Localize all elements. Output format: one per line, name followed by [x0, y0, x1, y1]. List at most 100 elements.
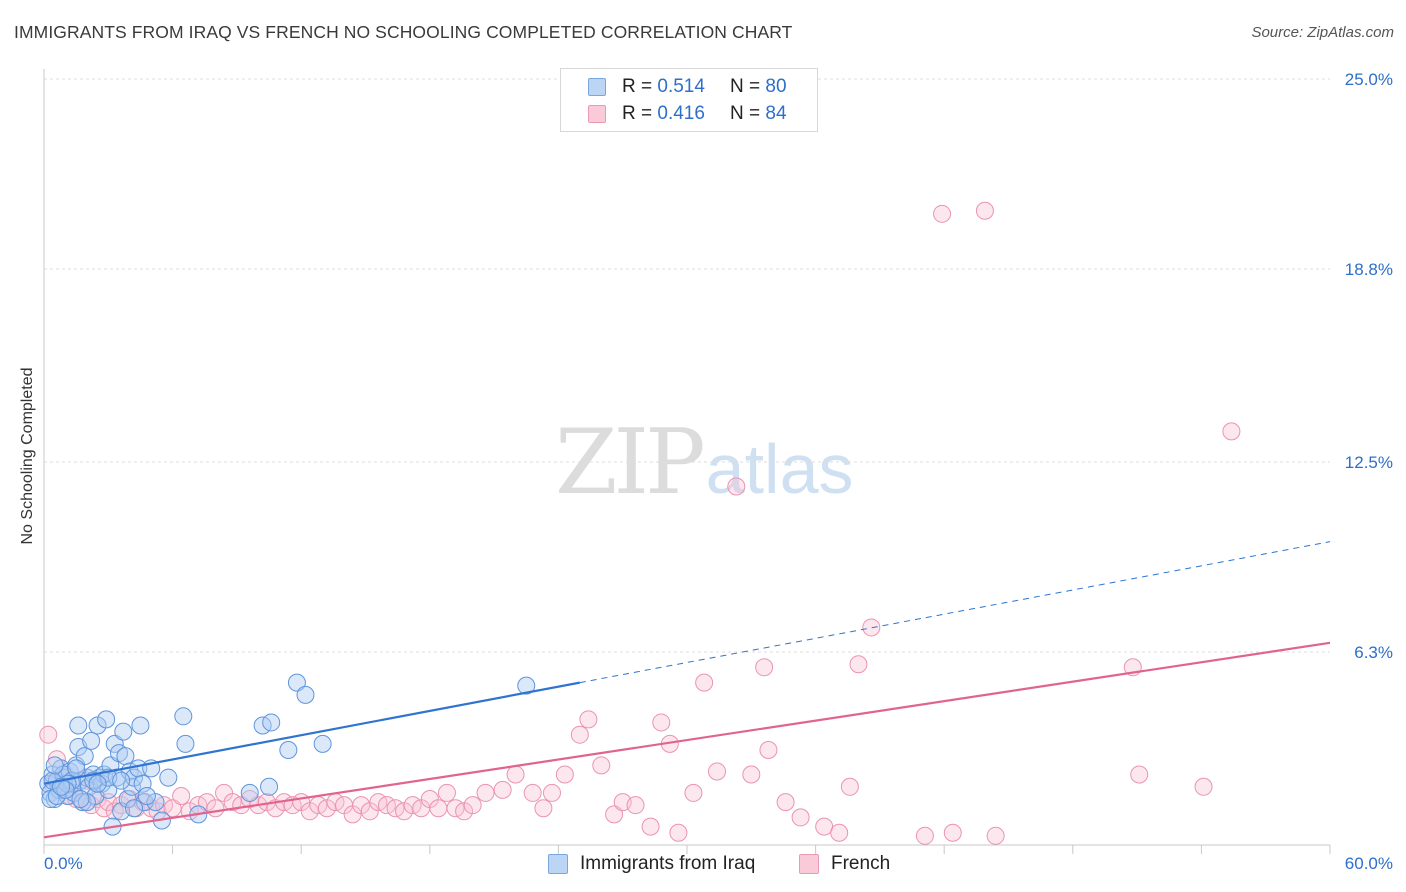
iraq-point — [279, 741, 298, 760]
legend-swatch-french — [588, 105, 606, 123]
x-tick-label: 0.0% — [44, 854, 83, 873]
french-point — [555, 765, 574, 784]
french-point — [815, 817, 834, 836]
french-point — [39, 725, 58, 744]
french-point — [943, 823, 962, 842]
iraq-point — [99, 780, 118, 799]
source-credit: Source: ZipAtlas.com — [1251, 24, 1394, 41]
french-point — [849, 655, 868, 674]
french-point — [652, 713, 671, 732]
legend-r-french: R = 0.416 — [622, 103, 730, 125]
legend-r-iraq: R = 0.514 — [622, 76, 730, 98]
french-point — [463, 796, 482, 815]
french-point — [669, 823, 688, 842]
legend-n-label: N = — [730, 103, 766, 124]
french-point — [862, 618, 881, 637]
french-point — [684, 783, 703, 802]
iraq-point — [287, 673, 306, 692]
stats-legend: R = 0.514 N = 80 R = 0.416 N = 84 — [560, 68, 818, 132]
bottom-legend-swatch-french — [799, 854, 819, 874]
iraq-trendline — [43, 681, 581, 785]
french-point — [437, 783, 456, 802]
legend-n-iraq: N = 80 — [730, 76, 787, 98]
french-point — [579, 710, 598, 729]
french-point — [695, 673, 714, 692]
iraq-point — [105, 734, 124, 753]
iraq-point — [67, 759, 86, 778]
bottom-legend-label-iraq: Immigrants from Iraq — [580, 853, 756, 874]
french-trendline — [43, 641, 1331, 839]
french-point — [206, 799, 225, 818]
french-point — [791, 808, 810, 827]
iraq-point — [176, 734, 195, 753]
stats-legend-row-french: R = 0.416 N = 84 — [561, 101, 787, 127]
french-point — [506, 765, 525, 784]
y-tick-label: 18.8% — [1345, 260, 1393, 279]
french-point — [523, 783, 542, 802]
iraq-point — [75, 747, 94, 766]
french-point — [1194, 777, 1213, 796]
iraq-point — [116, 747, 135, 766]
french-point — [708, 762, 727, 781]
iraq-point — [313, 734, 332, 753]
iraq-point — [82, 731, 101, 750]
stats-legend-row-iraq: R = 0.514 N = 80 — [561, 74, 787, 100]
french-point — [493, 780, 512, 799]
legend-swatch-iraq — [588, 78, 606, 96]
french-point — [755, 658, 774, 677]
french-point — [776, 793, 795, 812]
bottom-legend-label-french: French — [831, 853, 891, 874]
legend-r-label: R = — [622, 76, 658, 97]
french-point — [592, 756, 611, 775]
iraq-point — [131, 716, 150, 735]
french-point — [759, 741, 778, 760]
french-point — [742, 765, 761, 784]
french-point — [476, 783, 495, 802]
iraq-point — [159, 768, 178, 787]
iraq-trendline-extension — [579, 541, 1331, 684]
french-point — [986, 826, 1005, 845]
french-point — [1222, 422, 1241, 441]
iraq-point — [88, 774, 107, 793]
french-point — [840, 777, 859, 796]
iraq-point — [296, 685, 315, 704]
french-point — [1130, 765, 1149, 784]
chart-title: IMMIGRANTS FROM IRAQ VS FRENCH NO SCHOOL… — [14, 22, 793, 42]
iraq-point — [517, 676, 536, 695]
bottom-legend-french: French — [799, 851, 890, 877]
iraq-point — [262, 713, 281, 732]
iraq-point — [240, 783, 259, 802]
french-point — [915, 826, 934, 845]
french-point — [933, 204, 952, 223]
iraq-point — [69, 716, 88, 735]
iraq-point — [174, 707, 193, 726]
french-point — [542, 783, 561, 802]
iraq-point — [71, 790, 90, 809]
french-point — [172, 786, 191, 805]
french-point — [605, 805, 624, 824]
iraq-point — [97, 710, 116, 729]
legend-n-value: 84 — [765, 103, 787, 124]
legend-r-value: 0.416 — [657, 103, 705, 124]
y-tick-label: 6.3% — [1354, 643, 1393, 662]
iraq-point — [45, 756, 64, 775]
iraq-point — [112, 771, 131, 790]
french-point — [975, 201, 994, 220]
y-tick-label: 25.0% — [1345, 70, 1393, 89]
bottom-legend-swatch-iraq — [548, 854, 568, 874]
french-point — [727, 477, 746, 496]
legend-r-value: 0.514 — [657, 76, 705, 97]
legend-n-french: N = 84 — [730, 103, 787, 125]
iraq-point — [125, 799, 144, 818]
legend-r-label: R = — [622, 103, 658, 124]
y-tick-label: 12.5% — [1345, 453, 1393, 472]
french-point — [570, 725, 589, 744]
legend-n-label: N = — [730, 76, 766, 97]
french-point — [641, 817, 660, 836]
french-point — [830, 823, 849, 842]
legend-n-value: 80 — [765, 76, 787, 97]
x-tick-label: 60.0% — [1345, 854, 1393, 873]
french-point — [163, 799, 182, 818]
french-point — [534, 799, 553, 818]
